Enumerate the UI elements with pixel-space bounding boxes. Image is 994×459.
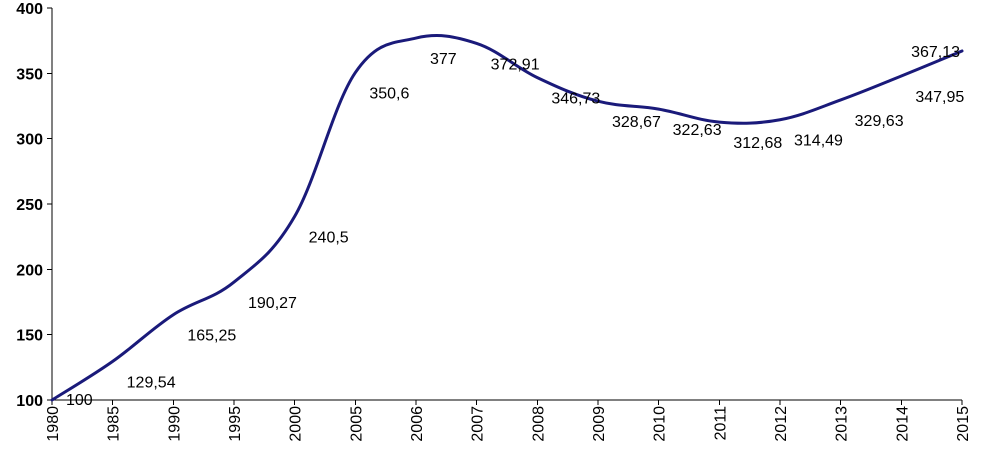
y-axis: 100 150 200 250 300 350 400 (16, 1, 53, 410)
data-labels: 100 129,54 165,25 190,27 240,5 350,6 377 372,91… (66, 44, 964, 409)
data-label: 328,67 (612, 114, 661, 131)
x-axis: 1980 1985 1990 1995 2000 2005 2006 2007 2008 2009… (45, 399, 972, 442)
data-label: 372,91 (491, 56, 540, 73)
data-label: 350,6 (369, 86, 409, 103)
x-tick-label: 1980 (45, 406, 62, 442)
x-tick-label: 1985 (106, 406, 123, 442)
y-tick-label: 250 (16, 197, 43, 214)
x-tick-label: 2015 (955, 406, 972, 442)
x-tick-label: 2000 (288, 406, 305, 442)
x-tick-label: 2014 (894, 406, 911, 442)
data-label: 314,49 (794, 133, 843, 150)
x-tick-label: 2006 (409, 406, 426, 442)
x-tick-label: 2007 (470, 406, 487, 442)
x-tick-label: 2008 (530, 406, 547, 442)
data-label: 240,5 (309, 229, 349, 246)
data-label: 129,54 (127, 374, 176, 391)
x-tick-label: 2013 (834, 406, 851, 442)
y-tick-label: 400 (16, 1, 43, 18)
data-label: 329,63 (855, 113, 904, 130)
data-label: 190,27 (248, 295, 297, 312)
y-tick-label: 100 (16, 393, 43, 410)
x-tick-label: 1995 (227, 406, 244, 442)
y-tick-label: 350 (16, 66, 43, 83)
x-tick-label: 1990 (166, 406, 183, 442)
data-label: 346,73 (551, 91, 600, 108)
series-line (50, 34, 964, 402)
x-tick-label: 2012 (773, 406, 790, 442)
data-label: 367,13 (911, 44, 960, 61)
data-label: 322,63 (673, 122, 722, 139)
data-label: 347,95 (915, 89, 964, 106)
x-tick-label: 2011 (712, 406, 729, 441)
data-label: 165,25 (187, 328, 236, 345)
y-tick-label: 200 (16, 262, 43, 279)
x-tick-label: 2009 (591, 406, 608, 442)
y-tick-label: 300 (16, 132, 43, 149)
x-tick-label: 2010 (652, 406, 669, 442)
data-label: 377 (430, 51, 457, 68)
x-tick-label: 2005 (348, 406, 365, 442)
series-line-group (50, 34, 964, 402)
y-tick-label: 150 (16, 328, 43, 345)
data-label: 312,68 (733, 135, 782, 152)
data-label: 100 (66, 392, 93, 409)
